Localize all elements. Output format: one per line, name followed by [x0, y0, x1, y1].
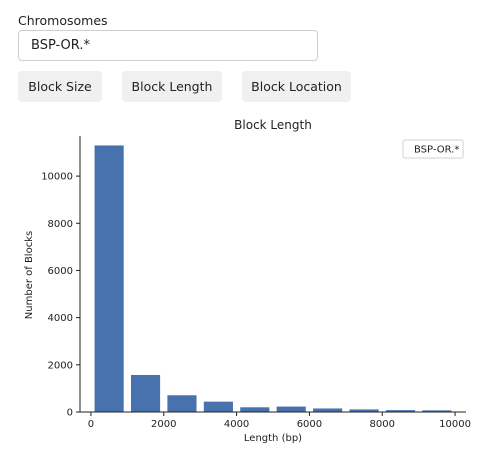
bar-4	[240, 407, 270, 412]
y-tick-label-6000: 6000	[48, 266, 73, 277]
bar-1	[130, 374, 161, 412]
y-tick-label-0: 0	[67, 408, 73, 419]
x-tick-label-0: 0	[88, 419, 94, 430]
bar-2	[167, 395, 197, 412]
x-tick-label-6000: 6000	[297, 419, 322, 430]
legend-box	[402, 139, 464, 159]
bar-7	[349, 409, 379, 412]
block-location-button[interactable]: Block Location	[242, 71, 351, 102]
legend: BSP-OR.*	[402, 139, 464, 159]
legend-entry: BSP-OR.*	[414, 145, 459, 156]
x-tick-label-2000: 2000	[151, 419, 176, 430]
bars-group	[94, 145, 452, 412]
chromosomes-input[interactable]	[18, 30, 318, 61]
bar-8	[385, 410, 416, 412]
bar-9	[422, 410, 452, 412]
bar-6	[313, 408, 343, 412]
y-tick-label-4000: 4000	[48, 313, 73, 324]
y-tick-label-8000: 8000	[48, 219, 73, 230]
block-size-button[interactable]: Block Size	[18, 71, 102, 102]
chart-title: Block Length	[234, 118, 312, 132]
bar-3	[203, 401, 233, 412]
x-axis-label: Length (bp)	[244, 433, 302, 444]
chromosomes-label: Chromosomes	[18, 13, 108, 28]
x-tick-label-10000: 10000	[439, 419, 471, 430]
y-tick-label-2000: 2000	[48, 360, 73, 371]
bar-5	[276, 406, 306, 412]
axes-group: 0 2000 4000 6000 8000 10000 0 2000 4000 6000 8000 1…	[41, 136, 471, 430]
bar-0	[94, 145, 124, 412]
x-tick-label-8000: 8000	[370, 419, 395, 430]
x-tick-label-4000: 4000	[224, 419, 249, 430]
block-length-button[interactable]: Block Length	[122, 71, 222, 102]
y-tick-label-10000: 10000	[41, 172, 73, 183]
y-axis-label: Number of Blocks	[24, 231, 35, 319]
